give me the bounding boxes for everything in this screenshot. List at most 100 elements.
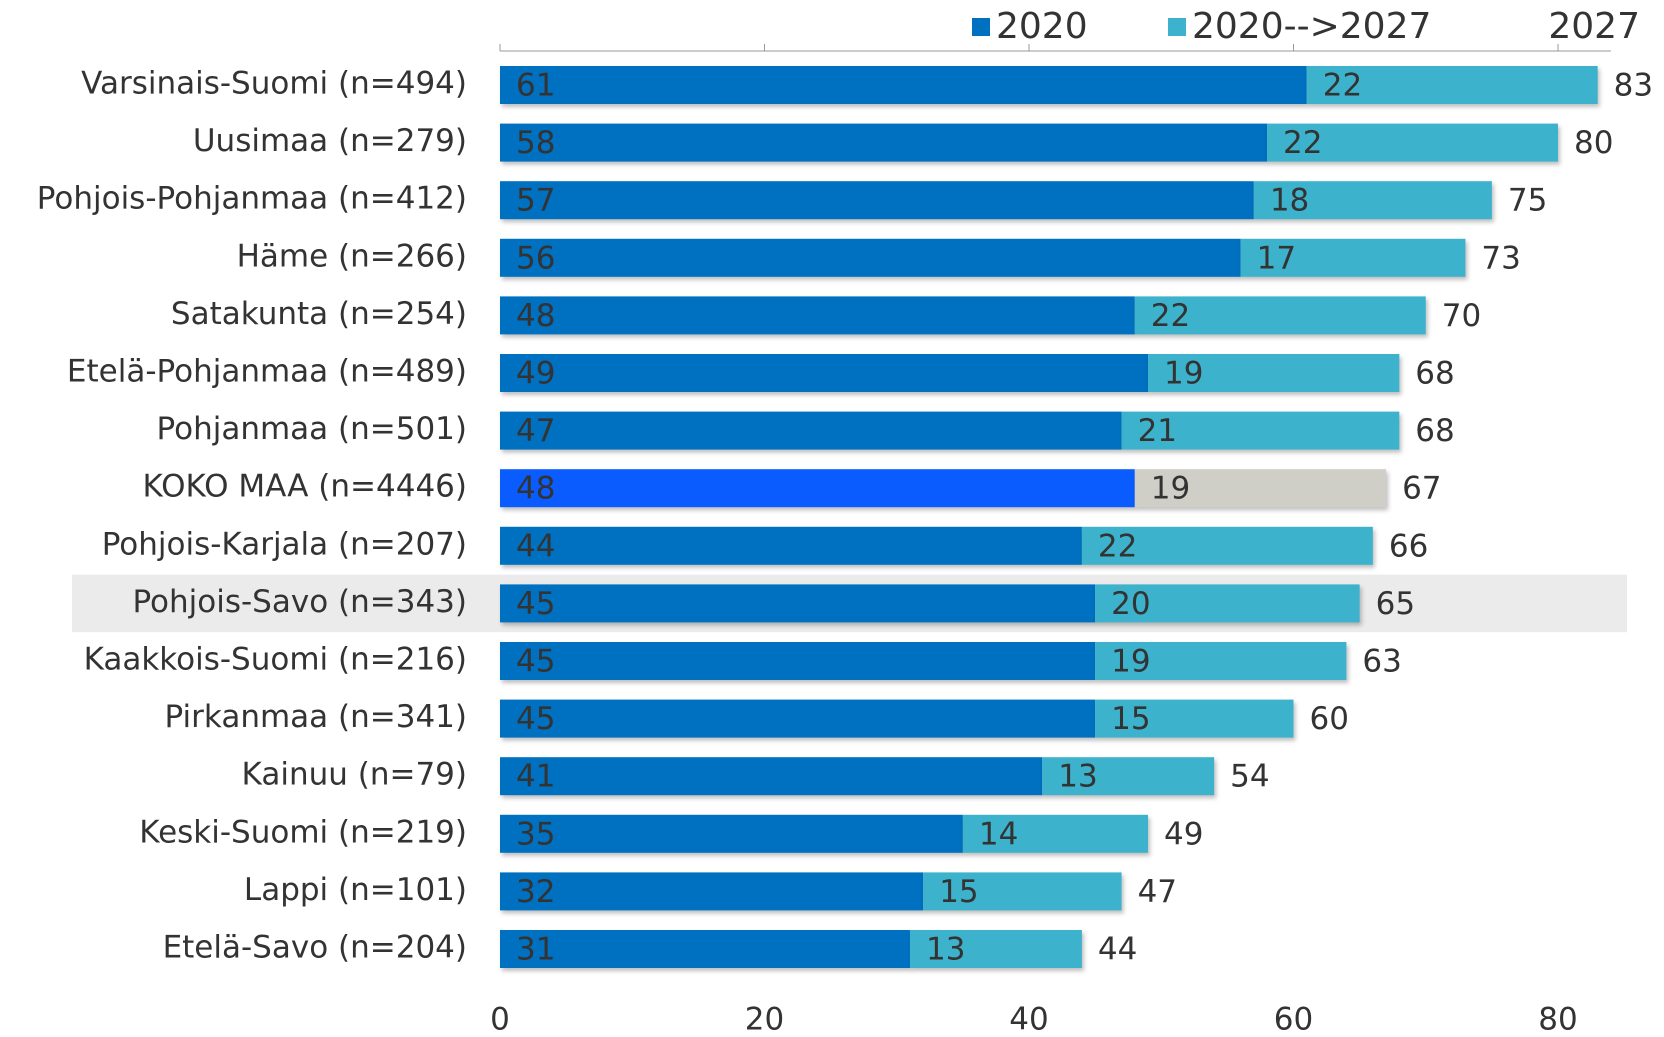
category-label: Pohjanmaa (n=501) [157,411,467,447]
segment-label: 48 [516,298,555,334]
category-label: KOKO MAA (n=4446) [142,469,467,505]
segment-label: 31 [516,932,555,968]
category-label: Lappi (n=101) [244,872,467,908]
total-label: 47 [1138,874,1177,910]
bar-segment [500,469,1135,508]
bar-segment [500,181,1254,220]
total-label: 83 [1614,68,1653,104]
bar-segment [500,757,1043,796]
bar-segment [500,526,1082,565]
bar-segment [1253,181,1492,220]
segment-label: 45 [516,586,555,622]
segment-label: 45 [516,701,555,737]
total-label: 68 [1415,356,1454,392]
total-label: 68 [1415,413,1454,449]
segment-label: 49 [516,356,555,392]
category-label: Kaakkois-Suomi (n=216) [84,642,467,678]
legend-label: 2020 [996,6,1088,47]
segment-label: 13 [926,932,965,968]
total-label: 75 [1508,183,1547,219]
bar-segment [500,872,924,911]
segment-label: 48 [516,471,555,507]
segment-label: 14 [979,816,1018,852]
total-label: 70 [1442,298,1481,334]
segment-label: 15 [1111,701,1150,737]
category-label: Häme (n=266) [237,238,467,274]
category-label: Satakunta (n=254) [171,296,467,332]
total-label: 49 [1164,816,1203,852]
category-label: Varsinais-Suomi (n=494) [81,66,467,102]
bar-segment [500,296,1135,335]
segment-label: 22 [1283,125,1322,161]
bar-segment [1095,584,1360,623]
bar-segment [1267,123,1558,162]
category-label: Uusimaa (n=279) [193,123,467,159]
bar-segment [909,930,1082,968]
bar-segment [1095,642,1347,680]
segment-label: 57 [516,183,555,219]
x-tick-label: 80 [1538,1002,1577,1037]
bar-segment [500,642,1096,680]
x-tick-label: 20 [745,1002,784,1037]
bar-segment [1240,238,1466,277]
totals-header: 2027 [1548,6,1640,47]
total-label: 66 [1389,528,1428,564]
category-label: Kainuu (n=79) [242,757,467,793]
bar-segment [1095,699,1294,738]
bar-segment [1306,66,1598,104]
bar-segment [1081,526,1373,565]
category-label: Etelä-Pohjanmaa (n=489) [67,354,467,390]
total-label: 63 [1362,644,1401,680]
legend-swatch [1168,18,1186,36]
category-label: Keski-Suomi (n=219) [139,814,467,850]
segment-label: 22 [1323,68,1362,104]
total-label: 54 [1230,759,1269,795]
category-label: Etelä-Savo (n=204) [163,930,467,966]
bar-segment [1042,757,1215,796]
bar-segment [500,66,1307,104]
bar-segment [1121,411,1400,450]
category-label: Pirkanmaa (n=341) [165,699,467,735]
bar-segment [500,354,1149,392]
segment-label: 19 [1111,644,1150,680]
bar-segment [500,930,910,968]
bar-segment [962,814,1149,853]
segment-label: 47 [516,413,555,449]
segment-label: 56 [516,240,555,276]
segment-label: 35 [516,816,555,852]
segment-label: 44 [516,528,555,564]
segment-label: 13 [1058,759,1097,795]
bar-segment [1148,354,1400,392]
x-tick-label: 60 [1274,1002,1313,1037]
bar-segment [500,584,1096,623]
segment-label: 58 [516,125,555,161]
total-label: 80 [1574,125,1613,161]
bar-segment [500,411,1122,450]
total-label: 44 [1098,932,1137,968]
bar-segment [500,123,1268,162]
total-label: 60 [1310,701,1349,737]
legend-label: 2020-->2027 [1192,6,1431,47]
segment-label: 61 [516,68,555,104]
total-label: 73 [1481,240,1520,276]
segment-label: 17 [1257,240,1296,276]
segment-label: 19 [1151,471,1190,507]
segment-label: 45 [516,644,555,680]
total-label: 65 [1376,586,1415,622]
category-label: Pohjois-Savo (n=343) [132,584,467,620]
segment-label: 41 [516,759,555,795]
segment-label: 19 [1164,356,1203,392]
segment-label: 18 [1270,183,1309,219]
bar-segment [1134,296,1426,335]
x-tick-label: 40 [1009,1002,1048,1037]
bar-segment [1134,469,1387,508]
segment-label: 22 [1098,528,1137,564]
segment-label: 20 [1111,586,1150,622]
bar-segment [500,814,963,853]
segment-label: 32 [516,874,555,910]
total-label: 67 [1402,471,1441,507]
segment-label: 15 [939,874,978,910]
category-label: Pohjois-Pohjanmaa (n=412) [37,181,467,217]
category-label: Pohjois-Karjala (n=207) [102,526,467,562]
x-tick-label: 0 [490,1002,510,1037]
